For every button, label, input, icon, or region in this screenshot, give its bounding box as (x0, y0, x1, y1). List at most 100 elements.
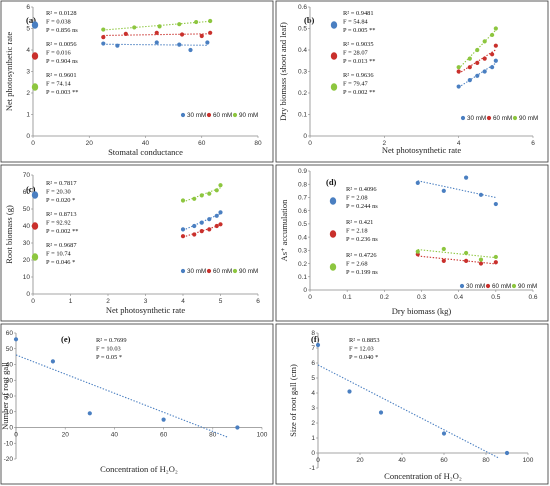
data-point (482, 39, 487, 44)
legend-marker (206, 112, 212, 118)
data-point (161, 417, 166, 422)
y-tick-label: 0.4 (298, 234, 307, 241)
stat-text: R² = 0.9601 (46, 72, 77, 79)
legend-label: 30 mM (187, 268, 206, 275)
y-tick-label: 0.2 (298, 90, 307, 97)
x-tick-label: 60 (160, 432, 168, 439)
y-tick-label: 3 (311, 405, 315, 412)
x-axis-label: Dry biomass (kg) (392, 306, 452, 316)
x-tick-label: 4 (181, 298, 185, 305)
stat-marker (31, 21, 39, 29)
data-point (378, 410, 384, 415)
y-tick-label: 0.6 (298, 4, 307, 11)
y-tick-label: 20 (6, 393, 14, 400)
trend-line (182, 187, 221, 203)
x-tick-label: 2 (383, 140, 387, 147)
data-point (154, 30, 159, 35)
data-point (214, 223, 219, 229)
y-tick-label: 6 (311, 360, 315, 367)
stat-text: F = 10.03 (96, 346, 121, 353)
trend-line (103, 43, 208, 46)
y-tick-label: -10 (4, 440, 14, 447)
data-point (218, 222, 223, 227)
legend-label: 30 mM (187, 112, 206, 119)
y-tick-label: 0 (26, 291, 30, 298)
data-point (467, 78, 472, 83)
legend-marker (511, 283, 517, 289)
data-point (347, 389, 352, 394)
data-point (441, 246, 446, 252)
legend-marker (486, 115, 492, 121)
y-axis-label: Number of root gall (0, 361, 10, 429)
data-point (490, 52, 495, 57)
x-tick-label: 40 (111, 432, 119, 439)
trend-line (15, 354, 228, 438)
data-point (441, 431, 447, 436)
y-axis-label: Root biomass (g) (4, 205, 14, 264)
data-point (205, 40, 210, 45)
data-point (199, 229, 204, 234)
stat-text: R² = 0.7817 (46, 180, 77, 187)
panel-c-frame (0, 164, 274, 322)
panel-d-label: (d) (326, 177, 337, 187)
panel-d: (d) (275, 164, 549, 322)
stat-text: P = 0.046 * (46, 259, 75, 266)
legend-label: 60 mM (493, 115, 512, 122)
legend-label: 90 mM (519, 115, 538, 122)
stat-marker (330, 52, 338, 60)
data-point (214, 213, 219, 218)
stat-text: R² = 0.0056 (46, 41, 77, 48)
stat-marker (31, 52, 39, 60)
data-point (493, 26, 498, 31)
panel-d-frame (275, 164, 549, 322)
x-tick-label: 60 (440, 457, 448, 464)
x-tick-label: 2 (106, 298, 110, 305)
stat-text: R² = 0.421 (346, 219, 373, 226)
y-axis-label: Size of root gall (cm) (288, 364, 298, 437)
stat-text: F = 2.18 (346, 228, 368, 235)
data-point (415, 249, 420, 254)
stat-text: F = 12.03 (349, 346, 374, 353)
x-tick-label: 0 (308, 140, 312, 147)
y-tick-label: 0 (26, 133, 30, 140)
stat-text: P = 0.236 ns (346, 236, 378, 243)
data-point (482, 56, 487, 61)
y-tick-label: -1 (309, 465, 315, 472)
legend-marker (232, 268, 238, 274)
stat-text: F = 2.68 (346, 261, 368, 268)
legend-marker (206, 268, 212, 274)
data-point (208, 18, 213, 24)
data-point (456, 65, 461, 70)
data-point (101, 41, 106, 46)
x-tick-label: 0.6 (528, 294, 537, 301)
data-point (115, 43, 120, 48)
stat-text: F = 0.016 (46, 50, 71, 57)
data-point (235, 425, 240, 430)
legend-label: 90 mM (239, 268, 258, 275)
y-tick-label: -20 (4, 456, 14, 463)
stat-text: R² = 0.9481 (343, 10, 374, 17)
data-point (188, 47, 193, 53)
stat-marker (31, 222, 39, 230)
stat-text: R² = 0.9636 (343, 72, 374, 79)
data-point (504, 450, 510, 456)
x-tick-label: 100 (257, 432, 268, 439)
trend-line (317, 364, 499, 459)
x-tick-label: 1 (69, 298, 73, 305)
data-point (464, 258, 469, 264)
y-tick-label: 0.6 (298, 208, 307, 215)
x-tick-label: 100 (523, 457, 534, 464)
y-tick-label: 0 (303, 287, 307, 294)
stat-text: F = 20.30 (46, 189, 71, 196)
y-tick-label: 0.2 (298, 261, 307, 268)
stat-marker (31, 191, 39, 199)
stat-marker (330, 83, 338, 91)
y-tick-label: 0.5 (298, 221, 307, 228)
stat-text: P = 0.003 ** (46, 89, 78, 96)
stat-text: F = 79.47 (343, 81, 369, 88)
y-tick-label: 5 (26, 26, 30, 33)
panel-e-label: (e) (61, 334, 71, 344)
legend-label: 60 mM (213, 268, 232, 275)
panel-f-label: (f) (311, 334, 320, 344)
stat-text: F = 10.74 (46, 251, 72, 258)
